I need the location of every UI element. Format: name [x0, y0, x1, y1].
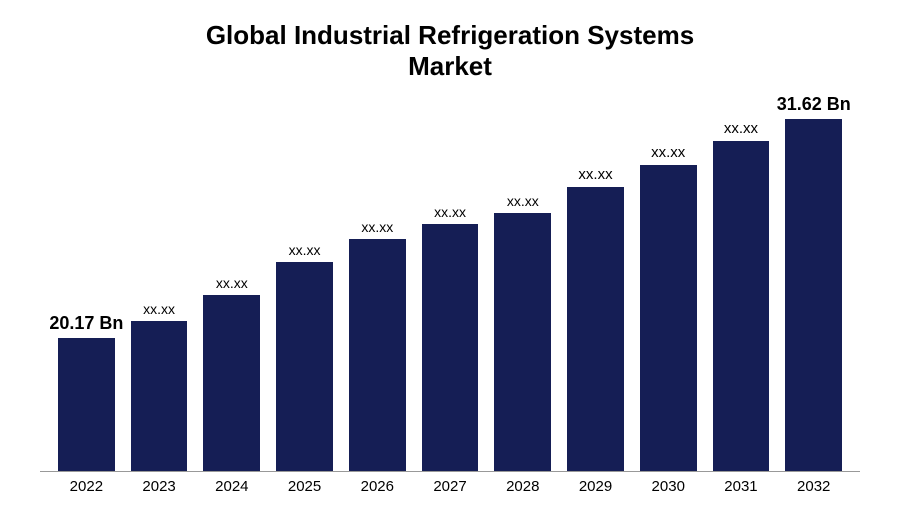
bar-value-label: xx.xx: [289, 242, 321, 258]
bar-group: xx.xx: [271, 92, 338, 471]
bar-value-label: xx.xx: [651, 144, 685, 161]
chart-title-line2: Market: [40, 51, 860, 82]
bar-value-label: xx.xx: [216, 275, 248, 291]
bar-value-label: xx.xx: [361, 219, 393, 235]
x-axis-label: 2030: [635, 478, 702, 495]
bar-group: xx.xx: [198, 92, 265, 471]
x-axis-label: 2027: [417, 478, 484, 495]
bar-group: xx.xx: [489, 92, 556, 471]
bar-value-label: xx.xx: [724, 120, 758, 137]
chart-container: Global Industrial Refrigeration Systems …: [0, 0, 900, 525]
x-axis-labels: 2022 2023 2024 2025 2026 2027 2028 2029 2030 2031…: [40, 472, 860, 495]
x-axis-label: 2032: [780, 478, 847, 495]
bar-value-label: 20.17 Bn: [49, 313, 123, 334]
bar: [713, 141, 770, 471]
chart-area: 20.17 Bn xx.xx xx.xx xx.xx xx.xx xx.xx xx.xx xx…: [40, 92, 860, 495]
bar: [567, 187, 624, 471]
bar-value-label: xx.xx: [143, 301, 175, 317]
bar-group: xx.xx: [708, 92, 775, 471]
x-axis-label: 2028: [489, 478, 556, 495]
bar: [640, 165, 697, 471]
bar: [276, 262, 333, 471]
bar: [58, 338, 115, 471]
bar: [349, 239, 406, 471]
bar: [203, 295, 260, 471]
x-axis-label: 2024: [198, 478, 265, 495]
bar-group: xx.xx: [562, 92, 629, 471]
x-axis-label: 2023: [126, 478, 193, 495]
x-axis-label: 2026: [344, 478, 411, 495]
x-axis-label: 2022: [53, 478, 120, 495]
bar: [422, 224, 479, 471]
bar: [131, 321, 188, 471]
bar-group: xx.xx: [126, 92, 193, 471]
bar-group: xx.xx: [635, 92, 702, 471]
bar: [494, 213, 551, 471]
bar-value-label: 31.62 Bn: [777, 94, 851, 115]
x-axis-label: 2029: [562, 478, 629, 495]
bar-group: xx.xx: [344, 92, 411, 471]
x-axis-label: 2031: [708, 478, 775, 495]
bar-value-label: xx.xx: [507, 193, 539, 209]
chart-title: Global Industrial Refrigeration Systems …: [40, 20, 860, 82]
bar-value-label: xx.xx: [578, 166, 612, 183]
bar-group: 20.17 Bn: [53, 92, 120, 471]
bar: [785, 119, 842, 471]
bar-value-label: xx.xx: [434, 204, 466, 220]
bars-region: 20.17 Bn xx.xx xx.xx xx.xx xx.xx xx.xx xx.xx xx…: [40, 92, 860, 472]
bar-group: xx.xx: [417, 92, 484, 471]
chart-title-line1: Global Industrial Refrigeration Systems: [40, 20, 860, 51]
x-axis-label: 2025: [271, 478, 338, 495]
bar-group: 31.62 Bn: [780, 92, 847, 471]
